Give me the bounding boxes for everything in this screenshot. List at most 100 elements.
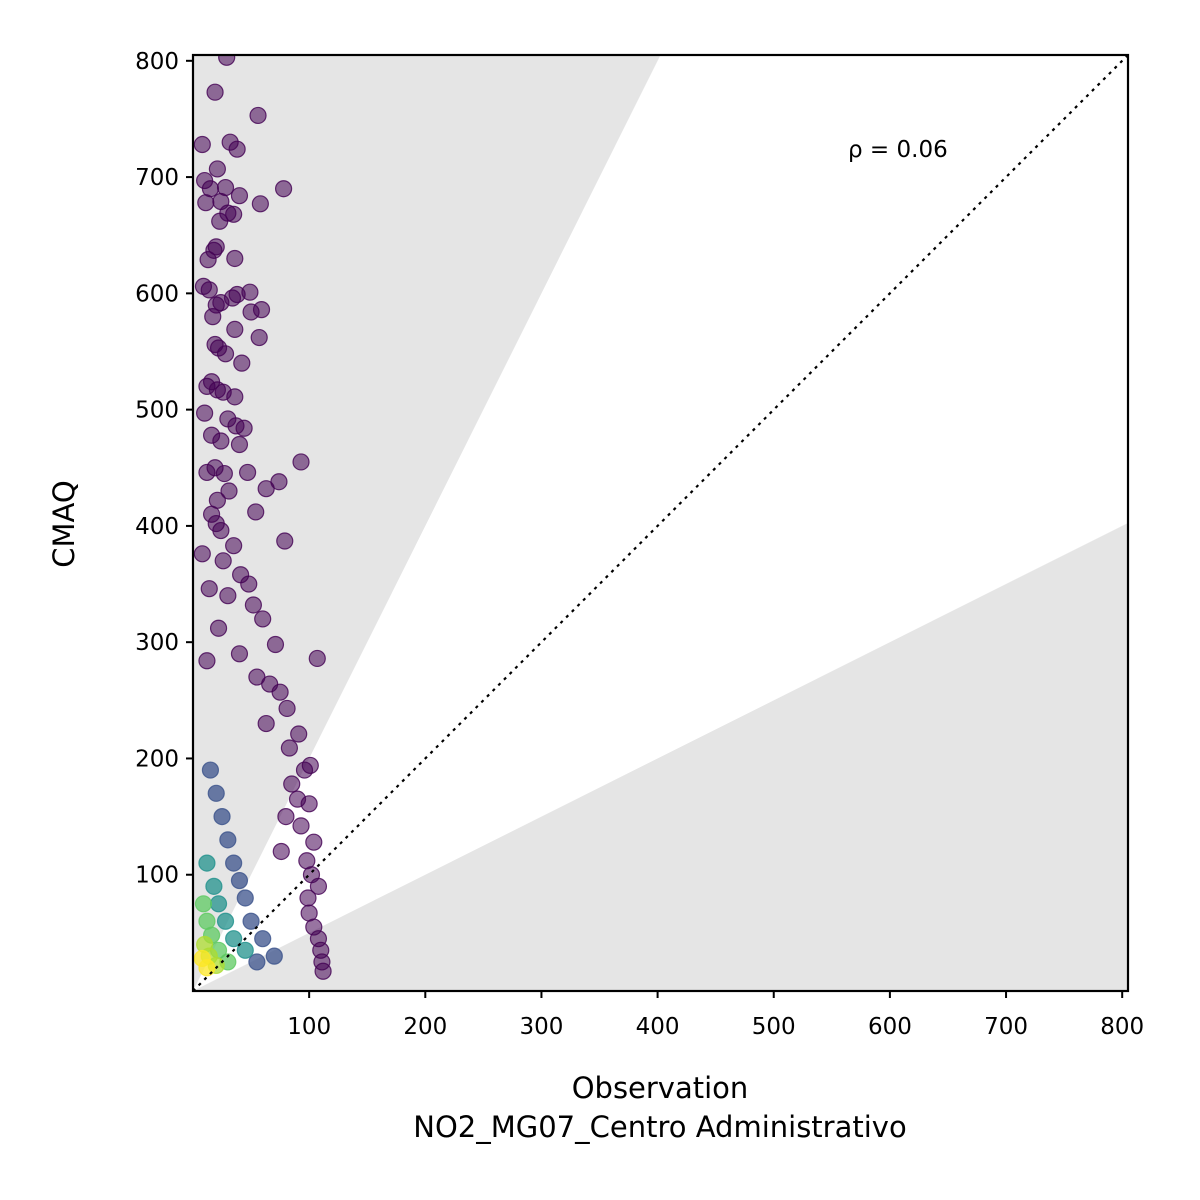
scatter-point [235,419,253,437]
scatter-point [266,635,285,654]
scatter-point [308,649,326,668]
y-tick-label: 300 [135,630,179,656]
scatter-point [198,652,216,670]
scatter-point [240,575,258,593]
scatter-point [209,619,228,637]
scatter-point [277,807,295,826]
scatter-point [205,877,223,895]
y-tick-label: 700 [135,165,179,191]
scatter-point [280,739,299,757]
correlation-annotation: ρ = 0.06 [848,137,948,163]
scatter-point [216,345,235,363]
scatter-point [244,596,262,614]
scatter-point [309,877,328,895]
scatter-point [213,807,231,826]
scatter-point [292,817,310,835]
scatter-point [206,83,224,101]
scatter-point [242,912,260,930]
scatter-point [200,281,218,299]
scatter-point [226,388,244,406]
scatter-point [230,187,249,205]
scatter-point [196,935,214,954]
scatter-point [226,249,244,268]
scatter-point [204,308,222,326]
scatter-point [247,503,265,521]
x-tick-label: 400 [636,1014,680,1040]
scatter-point [212,521,230,540]
scatter-point [257,480,275,498]
x-tick-label: 300 [519,1014,563,1040]
scatter-point [220,482,238,500]
scatter-point [276,532,294,550]
scatter-point [194,895,213,913]
scatter-point [215,464,233,483]
scatter-point [271,683,289,701]
scatter-point [193,135,211,154]
scatter-point [218,55,236,66]
x-tick-label: 600 [868,1014,912,1040]
scatter-point [230,871,249,890]
scatter-point [211,212,229,230]
scatter-point [249,106,267,125]
scatter-point [196,404,214,422]
scatter-point [278,699,296,718]
scatter-point [254,930,272,948]
scatter-point [214,552,232,570]
y-tick-label: 800 [135,49,179,75]
y-tick-label: 600 [135,281,179,307]
scatter-point [257,714,275,733]
scatter-point [212,432,230,450]
x-axis-ticks: 100 200 300 400 500 600 700 800 [287,991,1144,1040]
scatter-point [207,784,225,802]
shade-region-lower [193,523,1128,991]
y-tick-label: 400 [135,514,179,540]
scatter-point [290,725,308,743]
y-tick-label: 500 [135,398,179,424]
scatter-point [219,831,237,849]
scatter-point [201,761,220,779]
scatter-point [251,195,269,213]
scatter-point [198,854,216,872]
scatter-point [226,320,244,339]
scatter-point [225,930,243,948]
scatter-point [236,889,254,907]
x-tick-label: 800 [1100,1014,1144,1040]
scatter-point [242,303,260,321]
scatter-point [208,160,226,178]
scatter-point [250,328,268,347]
scatter-point [230,435,249,454]
scatter-point [274,180,293,198]
y-tick-label: 200 [135,746,179,772]
scatter-point [283,775,301,793]
scatter-point [300,795,318,813]
x-tick-label: 100 [287,1014,331,1040]
scatter-point [248,953,266,971]
scatter-point [254,610,272,628]
scatter-point [193,545,211,563]
scatter-point [305,833,323,851]
scatter-points [193,55,332,980]
scatter-point [225,205,243,223]
scatter-point [314,962,332,980]
scatter-point [292,453,310,471]
scatter-point [230,645,249,663]
scatter-point [198,912,216,930]
scatter-point [236,941,254,959]
x-tick-label: 700 [984,1014,1028,1040]
scatter-point [238,463,257,482]
plot-frame [191,53,1130,993]
y-tick-label: 100 [135,863,179,889]
scatter-point [299,889,317,907]
scatter-point [200,580,218,598]
x-axis-sublabel: NO2_MG07_Centro Administrativo [413,1110,906,1144]
scatter-point [265,947,283,965]
scatter-point [216,912,235,930]
y-axis-ticks: 100 200 300 400 500 600 700 800 [135,49,193,889]
scatter-point [199,251,217,269]
y-axis-label: CMAQ [47,480,81,567]
scatter-point [219,587,237,605]
scatter-point [225,854,243,872]
scatter-point [228,140,246,158]
scatter-point [209,895,228,913]
